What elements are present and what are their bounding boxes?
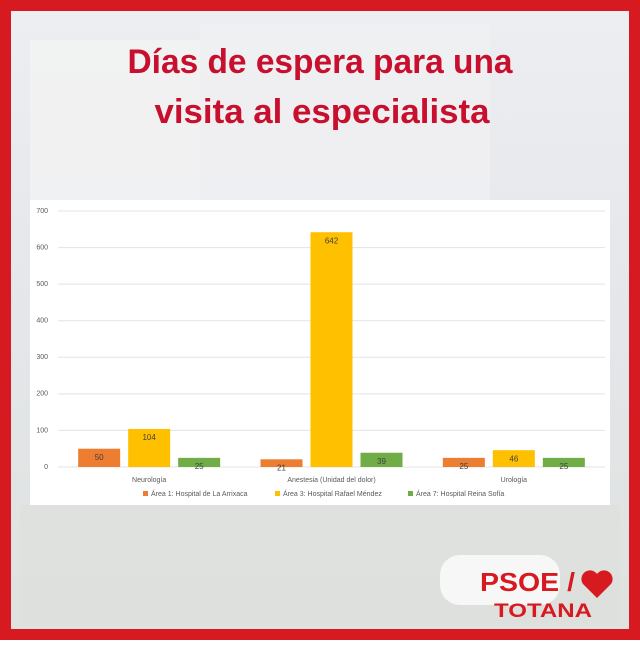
y-tick-label: 100 [36, 427, 48, 434]
y-tick-label: 700 [36, 208, 48, 215]
x-tick-label: Neurología [132, 477, 166, 484]
bar [128, 428, 171, 467]
bar [442, 457, 485, 467]
car [440, 555, 560, 605]
legend-swatch [275, 491, 280, 496]
value-label: 642 [325, 236, 339, 245]
y-tick-label: 200 [36, 391, 48, 398]
value-label: 25 [559, 462, 568, 471]
value-label: 46 [509, 454, 518, 463]
bar [310, 232, 353, 467]
value-label: 50 [95, 453, 104, 462]
legend-swatch [408, 491, 413, 496]
bar [542, 457, 585, 467]
legend-label: Área 3: Hospital Rafael Méndez [283, 489, 382, 498]
logo-place: TOTANA [494, 601, 592, 622]
bar [260, 459, 303, 467]
bar [178, 457, 221, 467]
building [200, 25, 490, 205]
plot: 0 100 200 300 400 500 600 700 Neurología 50 104 25 A… [36, 208, 605, 498]
legend-label: Área 1: Hospital de La Arrixaca [151, 489, 248, 498]
bar [492, 450, 535, 467]
value-label: 21 [277, 463, 286, 472]
value-label: 104 [142, 433, 156, 442]
y-tick-label: 400 [36, 318, 48, 325]
bar [360, 452, 403, 467]
x-tick-label: Urología [501, 477, 528, 484]
legend-label: Área 7: Hospital Reina Sofía [416, 489, 504, 498]
y-tick-label: 300 [36, 354, 48, 361]
y-tick-label: 600 [36, 244, 48, 251]
logo-name: PSOE / [480, 567, 575, 597]
value-label: 25 [459, 462, 468, 471]
building [30, 40, 200, 200]
legend-swatch [143, 491, 148, 496]
title-line: visita al especialista [155, 93, 491, 131]
value-label: 39 [377, 457, 386, 466]
y-tick-label: 0 [44, 464, 48, 471]
x-tick-label: Anestesia (Unidad del dolor) [287, 477, 375, 484]
logo-heart [581, 570, 613, 598]
title-line: Días de espera para una [128, 43, 514, 81]
y-tick-label: 500 [36, 281, 48, 288]
bar [78, 448, 121, 467]
value-label: 25 [195, 462, 204, 471]
